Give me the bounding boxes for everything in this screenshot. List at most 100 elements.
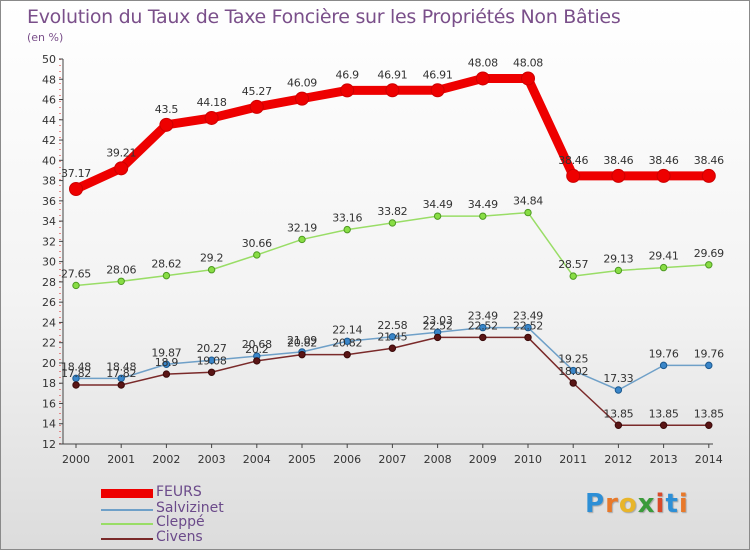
data-point-salvizinet — [388, 333, 397, 341]
data-label-salvizinet: 21.09 — [287, 334, 317, 347]
x-tick-label: 2010 — [514, 453, 542, 466]
data-label-feurs: 38.46 — [694, 154, 724, 167]
y-tick-label: 16 — [42, 397, 56, 410]
data-point-civens — [253, 357, 261, 365]
data-point-feurs — [159, 117, 174, 132]
data-label-feurs: 48.08 — [513, 56, 543, 69]
data-label-feurs: 39.21 — [106, 146, 136, 159]
data-point-civens — [72, 381, 80, 389]
y-tick-label: 44 — [42, 114, 56, 127]
data-point-cleppe — [659, 263, 668, 272]
x-tick-label: 2005 — [288, 453, 316, 466]
y-tick-label: 30 — [42, 256, 56, 269]
data-point-feurs — [204, 110, 219, 125]
data-point-salvizinet — [524, 323, 532, 332]
data-label-salvizinet: 20.27 — [197, 342, 227, 355]
data-point-civens — [614, 421, 623, 429]
data-point-cleppe — [705, 261, 713, 269]
data-label-salvizinet: 22.58 — [377, 319, 407, 332]
logo-letter: t — [665, 489, 679, 519]
data-label-cleppe: 33.82 — [377, 205, 407, 218]
data-point-civens — [479, 333, 487, 342]
data-point-salvizinet — [569, 366, 577, 375]
x-tick-label: 2008 — [424, 453, 452, 466]
y-tick-label: 12 — [42, 438, 56, 451]
data-point-cleppe — [207, 266, 216, 274]
data-point-feurs — [475, 71, 490, 86]
data-label-civens: 20.82 — [287, 337, 317, 350]
y-tick-label: 48 — [42, 73, 56, 86]
data-label-cleppe: 30.66 — [242, 237, 272, 250]
data-label-salvizinet: 19.76 — [649, 347, 679, 360]
data-point-feurs — [611, 168, 626, 183]
proxiti-logo: Proxiti — [585, 489, 689, 519]
data-label-cleppe: 34.49 — [468, 198, 498, 211]
data-label-civens: 22.52 — [423, 319, 453, 332]
x-tick-label: 2004 — [243, 453, 271, 466]
logo-letter: P — [585, 489, 606, 519]
data-point-civens — [705, 421, 713, 429]
data-label-salvizinet: 23.03 — [423, 314, 453, 327]
data-point-civens — [433, 333, 442, 342]
y-tick-label: 50 — [42, 53, 56, 66]
data-point-cleppe — [298, 235, 306, 244]
data-point-salvizinet — [479, 323, 487, 332]
data-label-cleppe: 28.06 — [106, 263, 136, 276]
data-label-salvizinet: 20.68 — [242, 338, 272, 351]
data-label-cleppe: 27.65 — [61, 267, 91, 280]
legend-label-cleppe: Cleppé — [156, 514, 205, 530]
logo-letter: i — [655, 489, 666, 519]
logo-letter: o — [618, 489, 638, 519]
data-label-salvizinet: 23.49 — [513, 310, 543, 323]
data-point-salvizinet — [162, 360, 171, 368]
data-point-salvizinet — [659, 361, 668, 370]
data-point-civens — [388, 344, 397, 352]
data-label-feurs: 37.17 — [61, 167, 91, 180]
data-label-cleppe: 29.13 — [603, 252, 633, 265]
data-label-civens: 22.52 — [468, 319, 498, 332]
y-tick-label: 40 — [42, 154, 56, 167]
y-tick-label: 42 — [42, 134, 56, 147]
x-tick-label: 2000 — [62, 453, 90, 466]
data-label-civens: 21.45 — [377, 330, 407, 343]
data-point-cleppe — [388, 219, 397, 227]
y-tick-label: 28 — [42, 276, 56, 289]
data-label-cleppe: 33.16 — [332, 212, 362, 225]
legend-label-feurs: FEURS — [156, 484, 202, 500]
data-point-feurs — [385, 83, 400, 98]
x-tick-label: 2009 — [469, 453, 497, 466]
data-label-cleppe: 29.41 — [649, 250, 679, 263]
x-tick-label: 2006 — [333, 453, 361, 466]
data-label-civens: 13.85 — [603, 407, 633, 420]
logo-letter: x — [637, 489, 656, 519]
logo-letter: r — [605, 489, 619, 519]
data-label-feurs: 46.9 — [336, 68, 360, 81]
y-tick-label: 18 — [42, 377, 56, 390]
data-point-cleppe — [117, 277, 125, 285]
data-label-civens: 20.82 — [332, 337, 362, 350]
x-tick-label: 2002 — [152, 453, 180, 466]
data-label-civens: 13.85 — [649, 407, 679, 420]
data-label-salvizinet: 19.87 — [151, 346, 181, 359]
data-point-civens — [659, 421, 668, 429]
data-point-civens — [162, 370, 171, 378]
data-label-cleppe: 29.2 — [200, 252, 223, 265]
data-point-feurs — [566, 168, 581, 183]
data-point-civens — [524, 333, 532, 342]
data-point-cleppe — [524, 208, 532, 217]
data-point-civens — [569, 379, 577, 387]
x-tick-label: 2013 — [650, 453, 678, 466]
data-label-feurs: 46.91 — [423, 68, 453, 81]
legend-swatch-cleppe — [101, 523, 153, 525]
data-point-salvizinet — [343, 337, 351, 345]
data-label-cleppe: 29.69 — [694, 247, 724, 260]
data-point-cleppe — [72, 281, 80, 290]
x-tick-label: 2003 — [198, 453, 226, 466]
data-point-cleppe — [569, 272, 577, 280]
data-point-salvizinet — [207, 356, 216, 364]
data-label-civens: 20.2 — [245, 343, 268, 356]
x-tick-label: 2007 — [378, 453, 406, 466]
y-tick-label: 22 — [42, 337, 56, 350]
